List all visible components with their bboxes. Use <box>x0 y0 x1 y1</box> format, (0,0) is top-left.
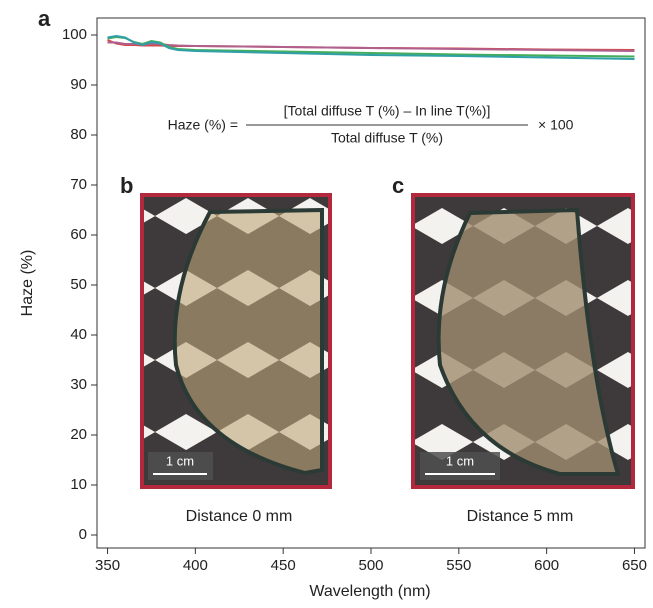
x-tick-label: 350 <box>95 557 120 574</box>
x-tick-label: 550 <box>446 557 471 574</box>
inset-border <box>140 193 332 489</box>
x-tick-label: 650 <box>622 557 647 574</box>
x-tick-label: 400 <box>183 557 208 574</box>
series-line <box>107 34 635 60</box>
y-tick-label: 50 <box>70 276 87 293</box>
y-tick-label: 80 <box>70 126 87 143</box>
y-tick-label: 20 <box>70 426 87 443</box>
x-axis-label: Wavelength (nm) <box>309 583 430 600</box>
y-tick-label: 40 <box>70 326 87 343</box>
y-tick-label: 70 <box>70 176 87 193</box>
formula-lhs: Haze (%) = <box>168 117 238 133</box>
formula-denominator: Total diffuse T (%) <box>331 130 443 146</box>
panel-label: b <box>120 173 133 198</box>
panel-label: c <box>392 173 404 198</box>
sample <box>172 207 324 476</box>
y-tick-label: 30 <box>70 376 87 393</box>
y-tick-label: 100 <box>62 26 87 43</box>
sample <box>436 207 621 476</box>
formula-numerator: [Total diffuse T (%) – In line T(%)] <box>284 103 491 119</box>
series-line <box>107 41 635 52</box>
inset-border <box>411 193 635 489</box>
x-tick-label: 600 <box>534 557 559 574</box>
y-tick-label: 60 <box>70 226 87 243</box>
inset-caption: Distance 0 mm <box>186 508 293 525</box>
scale-bar-bg <box>148 452 213 480</box>
formula-rhs: × 100 <box>538 117 574 133</box>
y-tick-label: 90 <box>70 76 87 93</box>
inset-b: b 1 cm Distance 0 mm <box>120 173 332 525</box>
y-tick-label: 0 <box>79 526 87 543</box>
panel-label: a <box>38 6 51 31</box>
y-axis-label: Haze (%) <box>19 250 36 317</box>
scale-bar-label: 1 cm <box>446 453 474 468</box>
scale-bar-bg <box>420 452 500 480</box>
x-tick-label: 450 <box>271 557 296 574</box>
y-tick-label: 10 <box>70 476 87 493</box>
scale-bar-label: 1 cm <box>166 453 194 468</box>
x-tick-label: 500 <box>358 557 383 574</box>
inset-c: c 1 cm Distance 5 mm <box>392 173 635 525</box>
inset-caption: Distance 5 mm <box>467 508 574 525</box>
